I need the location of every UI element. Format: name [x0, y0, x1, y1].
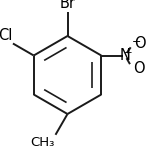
Text: CH₃: CH₃ [30, 136, 54, 149]
Text: O: O [134, 36, 146, 51]
Text: Cl: Cl [0, 28, 12, 43]
Text: O: O [133, 61, 145, 76]
Text: +: + [124, 48, 133, 58]
Text: −: − [132, 37, 141, 47]
Text: N: N [119, 48, 130, 63]
Text: Br: Br [60, 0, 76, 11]
